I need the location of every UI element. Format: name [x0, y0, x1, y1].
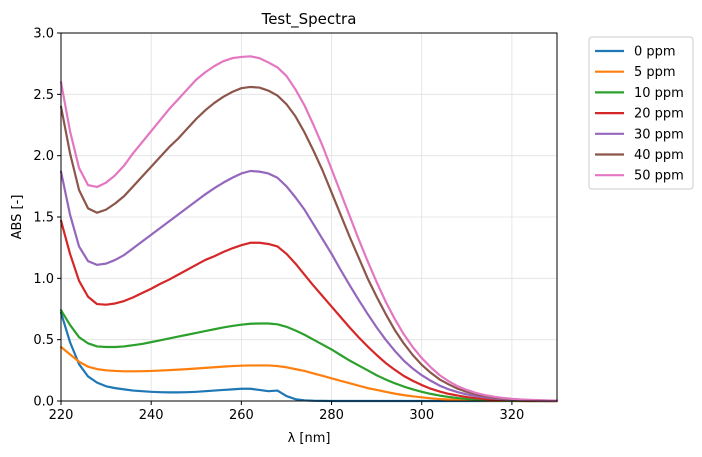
x-tick-label: 260: [229, 408, 254, 423]
y-tick-label: 3.0: [33, 27, 54, 42]
y-tick-label: 0.5: [33, 333, 54, 348]
series-line: [59, 169, 559, 402]
x-axis-label: λ [nm]: [288, 431, 331, 446]
series-lines: [59, 55, 559, 403]
legend-label: 20 ppm: [634, 107, 684, 122]
x-tick-label: 220: [49, 408, 74, 423]
y-tick-label: 2.5: [33, 88, 54, 103]
legend-frame: [588, 36, 694, 190]
legend-label: 40 ppm: [634, 148, 684, 163]
x-tick-label: 240: [139, 408, 164, 423]
series-line: [59, 345, 559, 403]
legend-label: 50 ppm: [634, 169, 684, 184]
y-tick-label: 2.0: [33, 149, 54, 164]
y-tick-label: 0.0: [33, 395, 54, 410]
legend-label: 30 ppm: [634, 127, 684, 142]
y-tick-label: 1.5: [33, 211, 54, 226]
series-line: [59, 219, 559, 403]
series-line: [59, 85, 559, 402]
x-tick-label: 280: [319, 408, 344, 423]
x-tick-label: 300: [409, 408, 434, 423]
legend-label: 10 ppm: [634, 86, 684, 101]
x-axis-ticks: 220 240 260 280 300 320: [49, 401, 524, 423]
y-axis-ticks: 0.0 0.5 1.0 1.5 2.0 2.5 3.0: [33, 27, 61, 410]
legend: 0 ppm 5 ppm 10 ppm 20 ppm 30 ppm 40 ppm 50 ppm: [588, 36, 694, 190]
chart-title: Test_Spectra: [261, 10, 357, 29]
series-line: [59, 311, 559, 403]
x-tick-label: 320: [499, 408, 524, 423]
series-line: [59, 55, 559, 402]
y-axis-label: ABS [-]: [10, 195, 25, 240]
legend-label: 5 ppm: [634, 65, 676, 80]
y-tick-label: 1.0: [33, 272, 54, 287]
series-line: [59, 309, 559, 403]
legend-label: 0 ppm: [634, 45, 676, 60]
